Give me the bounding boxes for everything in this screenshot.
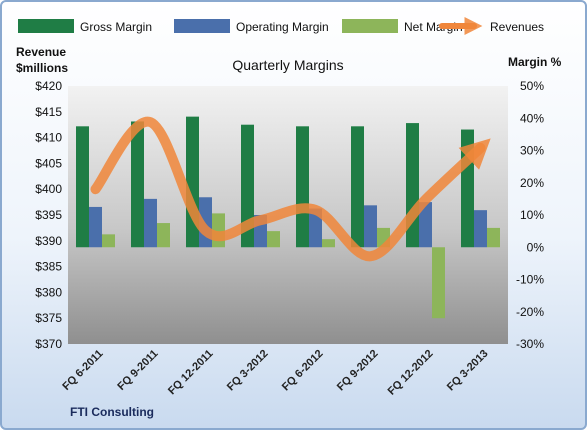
- right-tick-label: -10%: [516, 273, 544, 287]
- category-label: FQ 6-2011: [60, 348, 105, 393]
- left-tick-label: $400: [35, 182, 62, 196]
- legend-label: Gross Margin: [80, 20, 152, 34]
- left-tick-label: $380: [35, 285, 62, 299]
- left-tick-label: $385: [35, 260, 62, 274]
- bar-operating-margin: [474, 210, 487, 248]
- chart-title: Quarterly Margins: [232, 57, 343, 73]
- category-label: FQ 3-2013: [445, 348, 491, 394]
- bar-operating-margin: [309, 208, 322, 248]
- bar-gross-margin: [131, 121, 144, 248]
- bar-gross-margin: [351, 126, 364, 248]
- left-axis-title-line1: Revenue: [16, 45, 66, 59]
- bar-net-margin: [157, 223, 170, 248]
- legend-label: Revenues: [490, 20, 544, 34]
- bar-gross-margin: [296, 126, 309, 248]
- left-tick-label: $405: [35, 156, 62, 170]
- category-label: FQ 9-2011: [115, 348, 160, 393]
- right-tick-label: 30%: [520, 144, 544, 158]
- right-tick-label: -30%: [516, 337, 544, 351]
- left-tick-label: $390: [35, 234, 62, 248]
- category-label: FQ 9-2012: [335, 348, 381, 394]
- revenue-line-group: [90, 116, 491, 262]
- bar-gross-margin: [241, 124, 254, 248]
- left-tick-label: $420: [35, 79, 62, 93]
- right-tick-label: 20%: [520, 176, 544, 190]
- revenue-line: [90, 116, 491, 262]
- bar-gross-margin: [461, 129, 474, 248]
- legend-swatch: [18, 19, 74, 33]
- bar-operating-margin: [419, 202, 432, 248]
- right-tick-label: -20%: [516, 305, 544, 319]
- left-tick-label: $415: [35, 105, 62, 119]
- bar-operating-margin: [144, 198, 157, 248]
- bar-operating-margin: [89, 206, 102, 248]
- source-label: FTI Consulting: [70, 405, 154, 419]
- right-axis: -30% -20% -10% 0% 10% 20% 30% 40% 50%: [516, 79, 544, 351]
- category-axis: FQ 6-2011 FQ 9-2011 FQ 12-2011 FQ 3-2012 FQ …: [60, 348, 490, 398]
- category-label: FQ 3-2012: [225, 348, 271, 394]
- bar-net-margin: [322, 239, 335, 248]
- bar-net-margin: [487, 227, 500, 248]
- right-tick-label: 0%: [527, 240, 545, 254]
- bar-operating-margin: [364, 205, 377, 248]
- left-axis-title-line2: $millions: [16, 61, 68, 75]
- category-label: FQ 12-2012: [386, 348, 436, 398]
- category-label: FQ 12-2011: [166, 348, 216, 398]
- left-tick-label: $370: [35, 337, 62, 351]
- right-axis-title: Margin %: [508, 55, 562, 69]
- legend-swatch: [174, 19, 230, 33]
- left-tick-label: $410: [35, 131, 62, 145]
- left-tick-label: $375: [35, 311, 62, 325]
- right-tick-label: 40%: [520, 111, 544, 125]
- category-label: FQ 6-2012: [280, 348, 326, 394]
- legend: Gross Margin Operating Margin Net Margin Re…: [18, 17, 544, 35]
- left-tick-label: $395: [35, 208, 62, 222]
- bar-net-margin: [102, 234, 115, 248]
- bar-net-margin: [267, 231, 280, 248]
- legend-swatch: [342, 19, 398, 33]
- right-tick-label: 50%: [520, 79, 544, 93]
- bar-gross-margin: [76, 126, 89, 248]
- legend-label: Operating Margin: [236, 20, 329, 34]
- bar-net-margin: [432, 247, 445, 319]
- left-axis: $370 $375 $380 $385 $390 $395 $400 $405 $410 $415…: [35, 79, 62, 351]
- right-tick-label: 10%: [520, 208, 544, 222]
